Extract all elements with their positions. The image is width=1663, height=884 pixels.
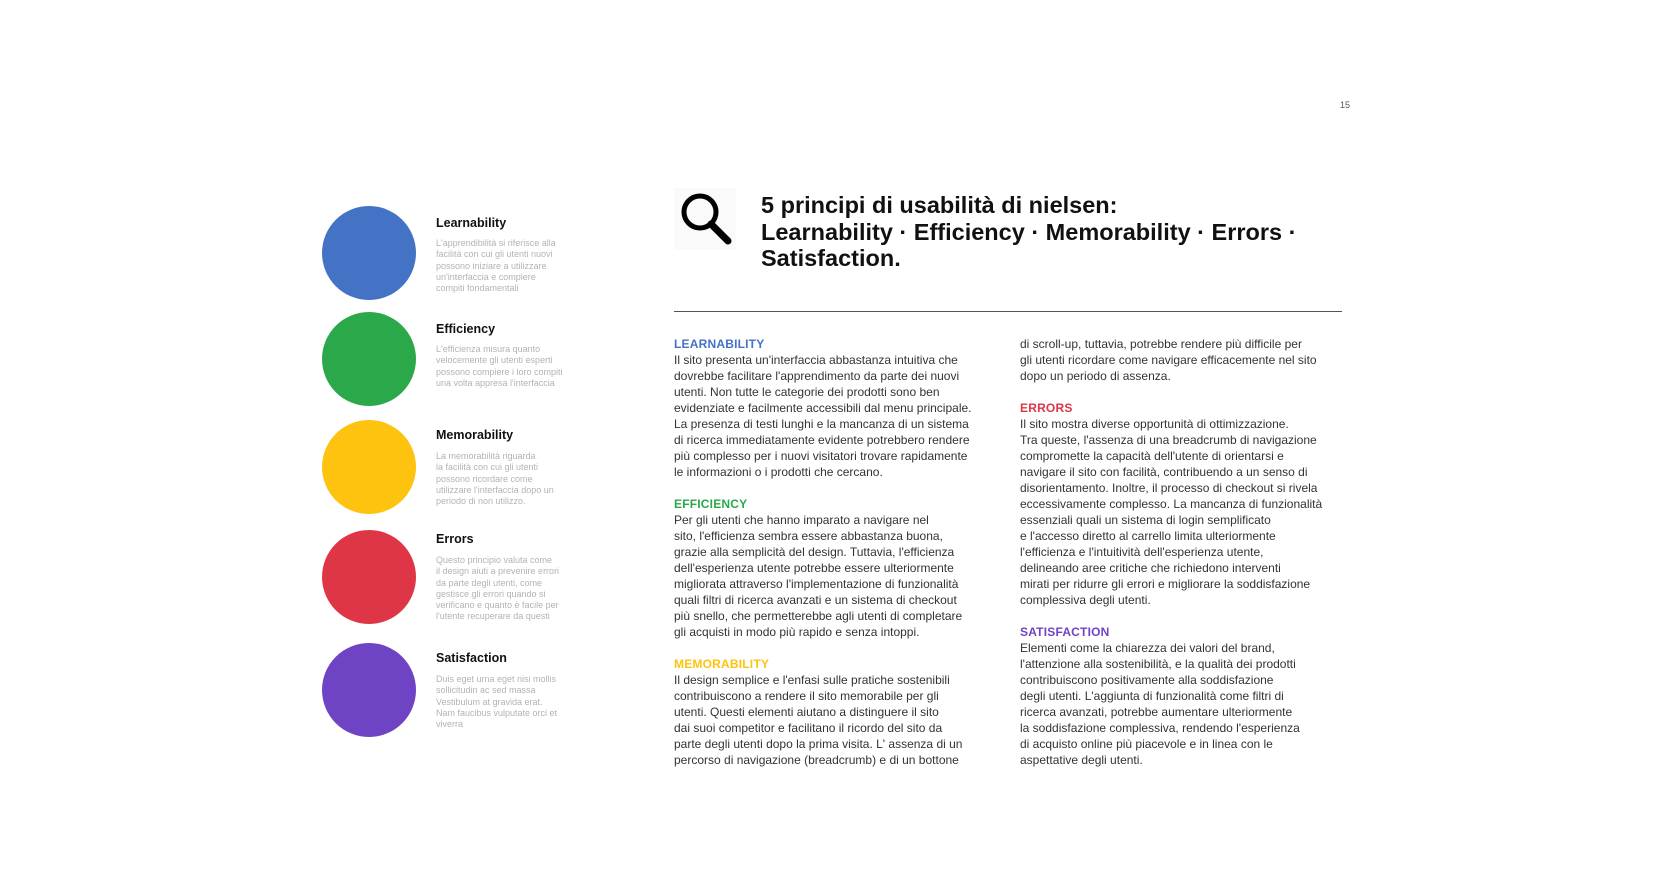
section-body-memorability-continued: di scroll-up, tuttavia, potrebbe rendere… — [1020, 337, 1317, 383]
principle-description: L'apprendibilità si riferisce alla facil… — [436, 238, 556, 294]
section-body-memorability: Il design semplice e l'enfasi sulle prat… — [674, 673, 963, 767]
principle-description: La memorabilità riguarda la facilità con… — [436, 451, 554, 507]
section-title-learnability: LEARNABILITY — [674, 337, 765, 351]
learnability-circle — [322, 206, 416, 300]
memorability-circle — [322, 420, 416, 514]
errors-circle — [322, 530, 416, 624]
principle-title: Satisfaction — [436, 651, 507, 665]
section-title-satisfaction: SATISFACTION — [1020, 625, 1110, 639]
text-column-left: LEARNABILITY Il sito presenta un'interfa… — [674, 336, 994, 768]
principle-title: Efficiency — [436, 322, 496, 336]
section-body-errors: Il sito mostra diverse opportunità di ot… — [1020, 417, 1323, 607]
section-body-efficiency: Per gli utenti che hanno imparato a navi… — [674, 513, 963, 639]
section-body-learnability: Il sito presenta un'interfaccia abbastan… — [674, 353, 972, 479]
principle-description: Duis eget urna eget nisi mollis sollicit… — [436, 674, 558, 730]
principle-description: L'efficienza misura quanto velocemente g… — [436, 344, 563, 388]
principle-memorability: Memorability La memorabilità riguarda la… — [322, 420, 622, 530]
principle-satisfaction: Satisfaction Duis eget urna eget nisi mo… — [322, 643, 622, 753]
divider — [674, 311, 1342, 312]
section-title-efficiency: EFFICIENCY — [674, 497, 748, 511]
section-title-memorability: MEMORABILITY — [674, 657, 770, 671]
satisfaction-circle — [322, 643, 416, 737]
text-column-right: di scroll-up, tuttavia, potrebbe rendere… — [1020, 336, 1340, 768]
principle-learnability: Learnability L'apprendibilità si riferis… — [322, 206, 622, 316]
search-icon — [674, 188, 736, 250]
section-title-errors: ERRORS — [1020, 401, 1073, 415]
section-body-satisfaction: Elementi come la chiarezza dei valori de… — [1020, 641, 1300, 767]
principle-title: Learnability — [436, 216, 507, 230]
principle-title: Memorability — [436, 428, 514, 442]
principle-title: Errors — [436, 532, 474, 546]
principle-efficiency: Efficiency L'efficienza misura quanto ve… — [322, 312, 622, 422]
page-title: 5 principi di usabilità di nielsen: Lear… — [761, 192, 1297, 271]
principle-errors: Errors Questo principio valuta come il d… — [322, 530, 622, 640]
page-number: 15 — [1339, 100, 1350, 110]
efficiency-circle — [322, 312, 416, 406]
principle-description: Questo principio valuta come il design a… — [436, 555, 560, 622]
